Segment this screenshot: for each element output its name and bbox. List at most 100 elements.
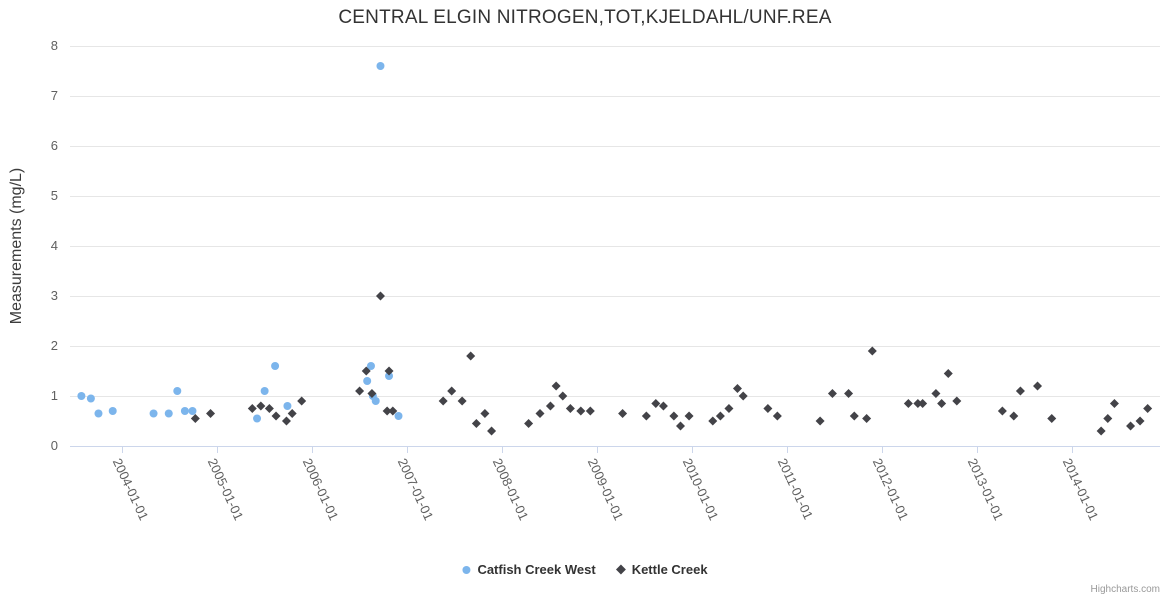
data-point-diamond[interactable] <box>297 396 307 406</box>
data-point-circle[interactable] <box>164 409 173 418</box>
data-point-diamond[interactable] <box>913 399 923 408</box>
data-point-diamond[interactable] <box>732 384 742 393</box>
data-point-diamond[interactable] <box>535 409 545 418</box>
data-point-diamond[interactable] <box>952 396 962 406</box>
data-point-diamond[interactable] <box>558 391 568 401</box>
data-point-circle[interactable] <box>271 362 280 370</box>
data-point-diamond[interactable] <box>763 404 773 413</box>
data-point-diamond[interactable] <box>651 399 661 408</box>
data-point-diamond[interactable] <box>1015 386 1025 396</box>
data-point-diamond[interactable] <box>918 399 928 408</box>
data-point-diamond[interactable] <box>676 421 686 431</box>
data-point-diamond[interactable] <box>384 366 394 376</box>
data-point-diamond[interactable] <box>466 351 476 361</box>
data-point-diamond[interactable] <box>815 416 825 426</box>
y-axis-tick-label: 8 <box>51 38 58 53</box>
data-point-diamond[interactable] <box>281 416 291 426</box>
data-point-diamond[interactable] <box>997 406 1007 416</box>
data-point-circle[interactable] <box>363 377 372 385</box>
data-point-diamond[interactable] <box>724 404 734 413</box>
data-point-circle[interactable] <box>77 392 86 400</box>
data-point-diamond[interactable] <box>480 409 490 418</box>
data-point-diamond[interactable] <box>658 401 668 411</box>
data-point-diamond[interactable] <box>576 406 586 416</box>
x-axis-tick-label: 2004-01-01 <box>110 456 152 523</box>
data-point-diamond[interactable] <box>438 396 448 406</box>
y-axis-title: Measurements (mg/L) <box>8 168 25 325</box>
data-point-circle[interactable] <box>260 387 269 395</box>
data-point-diamond[interactable] <box>447 386 457 396</box>
data-point-circle[interactable] <box>385 372 394 380</box>
data-point-diamond[interactable] <box>1033 381 1043 391</box>
data-point-diamond[interactable] <box>256 401 266 411</box>
data-point-circle[interactable] <box>371 397 380 405</box>
data-point-diamond[interactable] <box>355 386 365 396</box>
data-point-diamond[interactable] <box>1047 414 1057 423</box>
data-point-circle[interactable] <box>283 402 292 410</box>
data-point-diamond[interactable] <box>738 391 748 401</box>
data-point-diamond[interactable] <box>772 411 782 421</box>
data-point-diamond[interactable] <box>367 389 377 398</box>
data-point-diamond[interactable] <box>1096 426 1106 436</box>
data-point-diamond[interactable] <box>669 411 679 421</box>
data-point-diamond[interactable] <box>931 389 941 398</box>
data-point-diamond[interactable] <box>247 404 257 413</box>
data-point-diamond[interactable] <box>190 414 200 423</box>
data-point-diamond[interactable] <box>849 411 859 421</box>
data-point-diamond[interactable] <box>457 396 467 406</box>
data-point-diamond[interactable] <box>937 399 947 408</box>
data-point-diamond[interactable] <box>1009 411 1019 421</box>
data-point-diamond[interactable] <box>271 411 281 421</box>
data-point-diamond[interactable] <box>551 381 561 391</box>
data-point-circle[interactable] <box>253 414 262 423</box>
data-point-diamond[interactable] <box>524 419 534 428</box>
data-point-circle[interactable] <box>86 394 95 403</box>
data-point-diamond[interactable] <box>1143 404 1153 413</box>
legend-item-kettle-creek[interactable]: Kettle Creek <box>616 562 708 577</box>
data-point-diamond[interactable] <box>1109 399 1119 408</box>
data-point-diamond[interactable] <box>1126 421 1136 431</box>
data-point-diamond[interactable] <box>708 416 718 426</box>
data-point-diamond[interactable] <box>375 291 385 301</box>
data-point-diamond[interactable] <box>287 409 297 418</box>
data-point-circle[interactable] <box>149 409 158 418</box>
data-point-circle[interactable] <box>188 407 197 415</box>
data-point-diamond[interactable] <box>867 346 877 356</box>
data-point-circle[interactable] <box>394 412 403 420</box>
data-point-diamond[interactable] <box>684 411 694 421</box>
data-point-circle[interactable] <box>366 362 375 370</box>
data-point-diamond[interactable] <box>1135 416 1145 426</box>
data-point-diamond[interactable] <box>618 409 628 418</box>
data-point-circle[interactable] <box>94 409 103 418</box>
data-point-diamond[interactable] <box>903 399 913 408</box>
data-point-diamond[interactable] <box>641 411 651 421</box>
data-point-circle[interactable] <box>376 62 385 70</box>
data-point-diamond[interactable] <box>715 411 725 421</box>
data-point-diamond[interactable] <box>206 409 216 418</box>
data-point-diamond[interactable] <box>471 419 481 428</box>
y-axis-tick-label: 2 <box>51 338 58 353</box>
diamond-marker-icon <box>616 564 627 575</box>
data-point-diamond[interactable] <box>545 401 555 411</box>
data-point-diamond[interactable] <box>388 406 398 416</box>
data-point-circle[interactable] <box>180 407 189 415</box>
data-point-diamond[interactable] <box>827 389 837 398</box>
data-point-diamond[interactable] <box>943 369 953 378</box>
x-axis-tick-label: 2008-01-01 <box>490 456 532 523</box>
data-point-diamond[interactable] <box>862 414 872 423</box>
chart-title: CENTRAL ELGIN NITROGEN,TOT,KJELDAHL/UNF.… <box>338 7 832 28</box>
data-point-diamond[interactable] <box>565 404 575 413</box>
data-point-diamond[interactable] <box>382 406 392 416</box>
data-point-diamond[interactable] <box>264 404 274 413</box>
data-point-diamond[interactable] <box>844 389 854 398</box>
legend-item-catfish-creek-west[interactable]: Catfish Creek West <box>462 562 596 577</box>
data-point-circle[interactable] <box>173 387 182 395</box>
data-point-diamond[interactable] <box>487 426 497 436</box>
data-point-diamond[interactable] <box>361 366 371 376</box>
data-point-diamond[interactable] <box>585 406 595 416</box>
x-axis-tick-label: 2014-01-01 <box>1060 456 1102 523</box>
data-point-circle[interactable] <box>108 407 117 415</box>
highcharts-credit[interactable]: Highcharts.com <box>1090 584 1160 595</box>
data-point-diamond[interactable] <box>1103 414 1113 423</box>
